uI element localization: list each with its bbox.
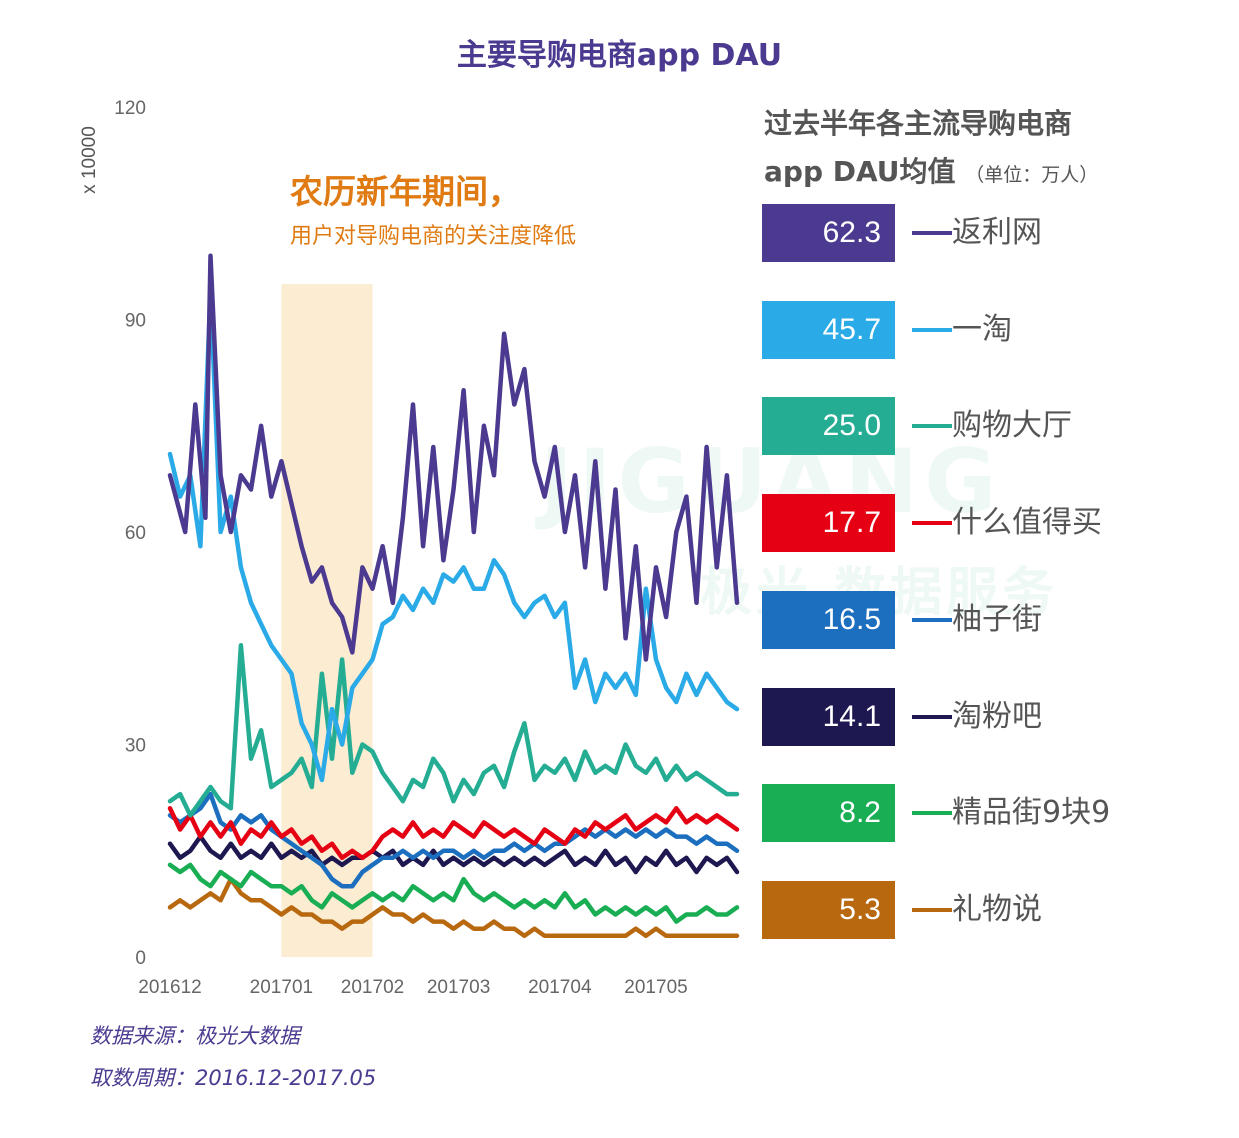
- legend-series-name: 什么值得买: [952, 505, 1102, 541]
- y-axis-unit-label: x 10000: [79, 126, 100, 194]
- series-line-返利网: [167, 253, 740, 662]
- legend-item: 62.3 返利网: [762, 204, 1232, 262]
- annotation-title: 农历新年期间，: [290, 172, 521, 211]
- x-tick-label: 201705: [624, 977, 687, 998]
- legend-swatch: [912, 907, 952, 912]
- side-panel-title: 过去半年各主流导购电商 app DAU均值 （单位：万人）: [764, 100, 1234, 199]
- legend-swatch: [912, 327, 952, 332]
- x-tick-label: 201704: [528, 977, 592, 998]
- legend-swatch: [912, 617, 952, 622]
- legend-swatch: [912, 231, 952, 235]
- y-tick-label: 30: [125, 736, 146, 757]
- y-tick-label: 0: [135, 948, 146, 969]
- footer-period: 取数周期：2016.12-2017.05: [90, 1066, 377, 1090]
- legend-series-name: 淘粉吧: [952, 698, 1042, 734]
- legend-average-value: 17.7: [762, 494, 895, 553]
- legend-swatch: [912, 521, 952, 526]
- series-line-购物大厅: [167, 643, 740, 818]
- legend-series-name: 柚子街: [952, 601, 1042, 637]
- chart-title: 主要导购电商app DAU: [456, 38, 783, 73]
- legend-item: 45.7 一淘: [762, 300, 1232, 359]
- x-tick-label: 201701: [250, 977, 313, 998]
- legend-swatch: [912, 714, 952, 719]
- x-tick-label: 201612: [138, 977, 201, 998]
- y-tick-label: 120: [114, 98, 146, 119]
- tick-layer: 0 30 60 90 120 201612 201701 201702 201703 201704…: [114, 98, 687, 998]
- legend-average-value: 5.3: [762, 880, 895, 939]
- legend-average-value: 25.0: [762, 397, 895, 456]
- side-panel-title-line1: 过去半年各主流导购电商: [764, 107, 1073, 140]
- series-line-柚子街: [167, 791, 740, 889]
- series-line-什么值得买: [167, 806, 740, 861]
- legend-item: 17.7 什么值得买: [762, 494, 1232, 553]
- x-tick-label: 201702: [341, 977, 404, 998]
- legend-item: 25.0 购物大厅: [762, 397, 1232, 456]
- legend-swatch: [912, 424, 952, 429]
- legend-series-name: 购物大厅: [952, 408, 1072, 444]
- legend-series-name: 精品街9块9: [952, 795, 1111, 831]
- legend-average-value: 8.2: [762, 784, 895, 843]
- legend-series-name: 一淘: [952, 311, 1012, 347]
- annotation-subtitle: 用户对导购电商的关注度降低: [290, 224, 577, 249]
- side-panel-title-line2-text: app DAU均值: [764, 155, 956, 188]
- legend-item: 5.3 礼物说: [762, 880, 1232, 939]
- legend-item: 16.5 柚子街: [762, 590, 1232, 649]
- series-layer: [167, 253, 740, 939]
- series-line-礼物说: [167, 876, 740, 939]
- y-tick-label: 90: [125, 311, 146, 332]
- legend-average-value: 45.7: [762, 300, 895, 359]
- series-line-淘粉吧: [167, 834, 740, 875]
- x-tick-label: 201703: [427, 977, 490, 998]
- y-tick-label: 60: [125, 523, 146, 544]
- series-line-精品街9块9: [167, 862, 740, 924]
- side-panel-unit: （单位：万人）: [965, 164, 1099, 186]
- footer-source: 数据来源：极光大数据: [90, 1024, 300, 1048]
- legend-average-value: 14.1: [762, 687, 895, 746]
- legend-item: 8.2 精品街9块9: [762, 784, 1232, 843]
- legend-series-name: 礼物说: [952, 891, 1042, 927]
- series-line-一淘: [167, 288, 740, 783]
- legend-swatch: [912, 811, 952, 816]
- legend-average-value: 62.3: [762, 204, 895, 262]
- legend-average-value: 16.5: [762, 590, 895, 649]
- side-panel-title-line2: app DAU均值 （单位：万人）: [764, 148, 1234, 199]
- legend-item: 14.1 淘粉吧: [762, 687, 1232, 746]
- legend-series-name: 返利网: [952, 215, 1042, 250]
